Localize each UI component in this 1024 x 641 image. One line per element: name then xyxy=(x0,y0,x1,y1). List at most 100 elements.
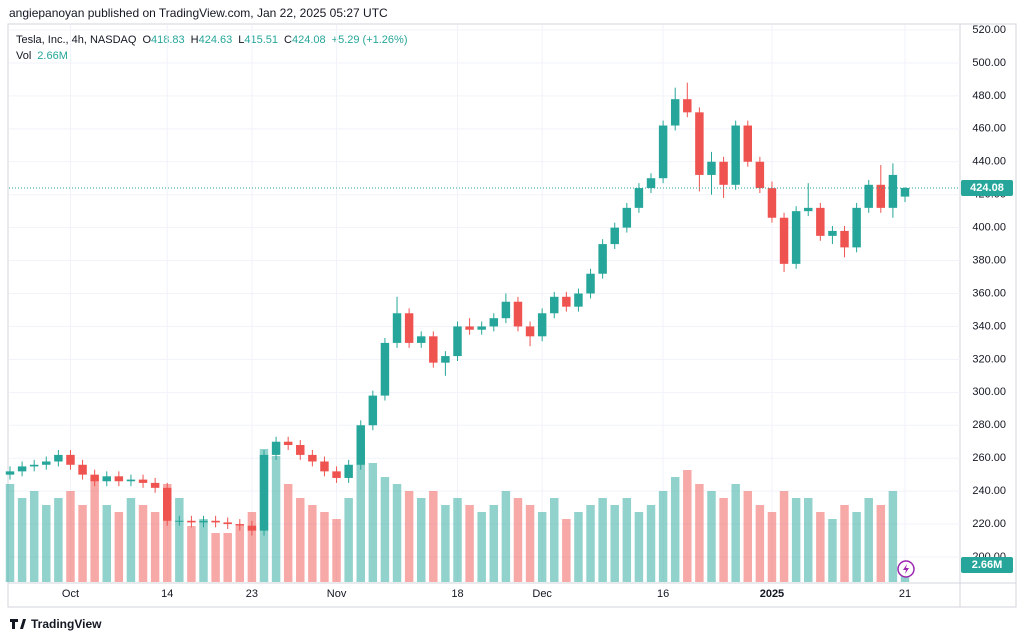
volume-bar xyxy=(767,512,777,582)
volume-bar xyxy=(888,491,898,582)
candle-body xyxy=(683,99,692,113)
candle-body xyxy=(259,454,269,531)
volume-bar xyxy=(477,512,486,582)
y-tick-label: 320.00 xyxy=(972,353,1006,365)
volume-bar xyxy=(126,498,136,582)
volume-bar xyxy=(840,505,849,582)
volume-bar xyxy=(562,519,571,582)
candle-body xyxy=(743,125,753,162)
symbol: Tesla, Inc., 4h, NASDAQ xyxy=(16,34,137,46)
y-tick-label: 240.00 xyxy=(972,485,1006,497)
volume-bar xyxy=(441,505,450,582)
y-tick-label: 300.00 xyxy=(972,386,1006,398)
candle-body xyxy=(187,520,196,523)
y-tick-label: 340.00 xyxy=(972,320,1006,332)
candle-body xyxy=(66,454,75,465)
volume-bar xyxy=(755,505,765,582)
volume-bar xyxy=(429,491,438,582)
volume-bar xyxy=(271,456,281,582)
volume-bar xyxy=(707,491,716,582)
volume-bar xyxy=(90,477,99,582)
price-tag xyxy=(961,179,1013,196)
publish-info: angiepanoyan published on TradingView.co… xyxy=(9,6,388,20)
volume-bar xyxy=(634,512,644,582)
volume-bar xyxy=(332,519,341,582)
y-tick-label: 260.00 xyxy=(972,452,1006,464)
volume-bar xyxy=(852,512,861,582)
volume-bar xyxy=(162,484,172,582)
candle-body xyxy=(296,445,305,455)
candle-body xyxy=(562,296,571,307)
ohlc-label: L xyxy=(238,34,244,46)
volume-bar xyxy=(150,512,160,582)
volume-bar xyxy=(380,477,390,582)
candle-body xyxy=(852,207,861,248)
y-tick-label: 280.00 xyxy=(972,419,1006,431)
volume-bar xyxy=(296,498,305,582)
alert-bolt xyxy=(903,564,909,574)
volume-bar xyxy=(54,498,63,582)
candle-body xyxy=(453,326,462,357)
volume-bar xyxy=(489,505,499,582)
x-tick-label: 18 xyxy=(451,588,463,600)
candle-body xyxy=(90,474,99,482)
x-tick-label: 2025 xyxy=(760,588,784,600)
volume-bar xyxy=(66,491,75,582)
price-tag-label: 424.08 xyxy=(970,182,1004,194)
volume-bar xyxy=(392,484,402,582)
volume-bar xyxy=(513,498,523,582)
candle-body xyxy=(150,482,160,488)
volume-bar xyxy=(719,498,728,582)
ohlc-label: H xyxy=(191,34,199,46)
candle-body xyxy=(489,318,499,327)
footer-brand: TradingView xyxy=(31,617,102,631)
candle-body xyxy=(114,476,124,482)
volume-bar xyxy=(199,519,208,582)
candle-body xyxy=(791,211,801,264)
volume-bar xyxy=(598,498,607,582)
candle-body xyxy=(888,174,898,208)
volume-bar xyxy=(864,498,873,582)
volume-bar xyxy=(17,498,27,582)
y-tick-label: 480.00 xyxy=(972,90,1006,102)
volume-bar xyxy=(416,498,426,582)
candle-body xyxy=(767,188,777,218)
volume-bar xyxy=(308,505,317,582)
candle-body xyxy=(17,466,27,472)
volume-bar xyxy=(102,505,111,582)
x-tick-label: 23 xyxy=(246,588,258,600)
candle-body xyxy=(332,471,341,478)
x-tick-label: 16 xyxy=(657,588,669,600)
candle-body xyxy=(828,230,837,236)
grid xyxy=(9,25,960,583)
candle-body xyxy=(54,454,63,462)
y-tick-label: 460.00 xyxy=(972,123,1006,135)
volume-bar xyxy=(586,505,595,582)
ohlc-label: C xyxy=(284,34,292,46)
volume-bar xyxy=(78,505,87,582)
legend: Tesla, Inc., 4h, NASDAQ O 418.83 H 424.63 L 41… xyxy=(16,34,408,62)
candle-body xyxy=(586,273,595,294)
volume-tag-label: 2.66M xyxy=(972,559,1003,571)
candle-body xyxy=(465,326,474,330)
ohlc-value: 415.51 xyxy=(244,34,278,46)
frame xyxy=(7,23,1017,608)
volume-bar xyxy=(453,498,462,582)
volume-bar xyxy=(646,505,656,582)
candle-body xyxy=(876,184,886,208)
candle-body xyxy=(175,520,184,522)
candle-body xyxy=(283,441,293,446)
candle-body xyxy=(670,99,680,126)
candle-body xyxy=(598,244,607,274)
candle-body xyxy=(900,187,910,197)
candle-body xyxy=(404,313,414,343)
candle-body xyxy=(126,479,136,482)
volume-bar xyxy=(804,498,813,582)
volume-bar xyxy=(344,498,353,582)
volume-bar xyxy=(791,498,801,582)
candle-body xyxy=(320,461,329,472)
candle-body xyxy=(779,217,789,264)
candle-body xyxy=(356,425,365,465)
y-tick-label: 400.00 xyxy=(972,222,1006,234)
volume-bar xyxy=(235,526,245,582)
